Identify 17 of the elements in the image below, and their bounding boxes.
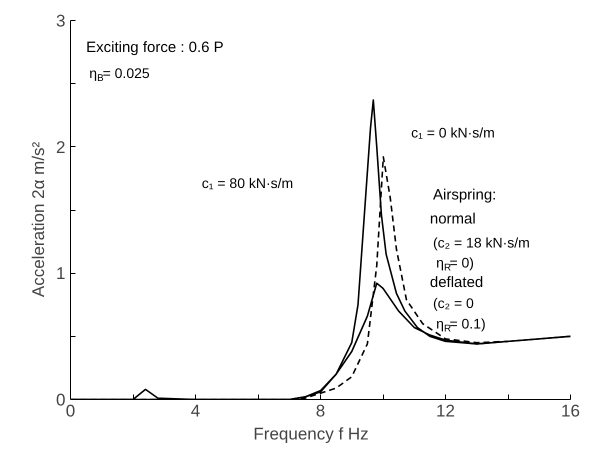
- y-axis-title: Acceleration 2α m/s²: [29, 141, 48, 298]
- annotation: normal: [430, 210, 476, 228]
- annotation: (c₂ = 0: [433, 295, 474, 312]
- annotation: c₁ = 0 kN·s/m: [411, 124, 495, 141]
- annotation: (c₂ = 18 kN·s/m: [433, 234, 530, 250]
- y-tick-label: 2: [56, 138, 66, 157]
- annotation: deflated: [430, 274, 484, 291]
- x-tick-label: 12: [436, 402, 455, 420]
- y-tick-label: 3: [56, 12, 66, 30]
- x-axis-title: Frequency f Hz: [253, 424, 369, 444]
- annotation: Airspring:: [433, 186, 496, 204]
- x-tick-label: 16: [561, 402, 580, 420]
- annotation: Exciting force : 0.6 P: [86, 38, 224, 56]
- y-tick-label: 1: [56, 264, 66, 284]
- x-tick-label: 8: [316, 402, 326, 420]
- x-tick-label: 4: [190, 402, 200, 420]
- annotation: c₁ = 80 kN·s/m: [202, 175, 294, 192]
